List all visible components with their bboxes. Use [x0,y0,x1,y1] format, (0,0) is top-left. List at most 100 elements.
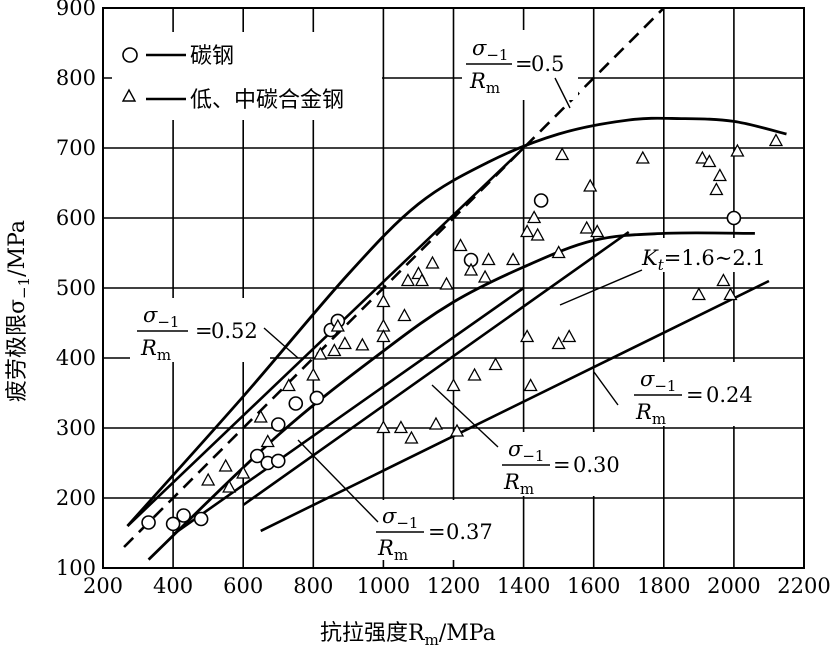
triangle-point [281,378,296,392]
ratio-eq: = [553,453,571,477]
x-axis-title: 抗拉强度Rm/MPa [320,621,496,648]
ratio-value: 0.52 [211,319,258,343]
triangle-point [702,154,717,168]
annotation-kt: Kt=1.6∼2.1 [559,238,798,306]
circle-point [141,515,156,530]
ratio-line [126,147,525,527]
ratio-denominator: Rm [503,470,534,498]
annotation-bg [638,238,798,272]
legend-triangle-icon [121,88,137,102]
x-tick-label: 800 [293,574,333,598]
annotation-ratio-0.30: σ−1 Rm = 0.30 [431,384,636,498]
triangle-point [551,336,566,350]
triangle-point [520,224,535,238]
y-tick-labels: 100 200 300 400 500 600 700 800 900 [56,0,96,580]
triangle-point [768,133,784,147]
ratio-numerator: σ−1 [472,36,508,64]
annotation-ratio-0.37: σ−1 Rm = 0.37 [297,439,506,564]
triangle-point [260,434,275,448]
x-tick-label: 2000 [707,574,760,598]
triangle-point [449,423,465,437]
ratio-value: 0.24 [706,383,753,407]
y-tick-label: 800 [56,66,96,90]
x-tick-label: 400 [153,574,193,598]
triangle-point [376,420,391,434]
triangle-point [393,420,409,434]
circle-point [193,511,209,527]
triangle-point [530,227,545,241]
annotation-ratio-0.5: σ−1 Rm = 0.5 [462,30,578,109]
triangle-point [337,336,352,350]
leader-line [263,327,299,359]
legend-background [112,32,382,120]
triangle-point [709,182,724,196]
kt-label: Kt=1.6∼2.1 [641,246,766,274]
triangle-point [355,337,370,351]
x-tick-label: 2200 [777,574,830,598]
triangle-point [313,346,328,360]
y-tick-label: 400 [56,346,96,370]
x-tick-label: 200 [83,574,123,598]
x-tick-labels: 200 400 600 800 1000 1200 1400 1600 1800 2000 2200 [83,574,831,598]
ratio-numerator: σ−1 [382,504,418,532]
triangle-point [425,255,440,269]
legend-label-carbon-steel: 碳钢 [190,44,234,69]
annotation-bg [372,500,506,560]
triangle-point [414,273,430,287]
triangle-point [551,245,566,259]
x-tick-label: 1600 [567,574,620,598]
triangle-point [695,150,710,164]
y-tick-label: 200 [56,486,96,510]
annotation-bg [496,432,636,496]
ratio-numerator: σ−1 [640,367,676,395]
triangle-point [520,329,535,343]
ratio-value: 0.37 [446,520,493,544]
triangle-point [404,430,419,444]
y-tick-label: 100 [56,556,96,580]
trend-curve [147,231,755,561]
ratio-eq: = [428,520,446,544]
ratio-numerator: σ−1 [143,303,179,331]
ratio-denominator: Rm [635,400,666,428]
leader-line [297,439,379,523]
triangle-point [446,378,461,392]
ratio-value: 0.30 [573,453,620,477]
triangle-point [400,273,416,287]
triangle-point [253,409,268,423]
triangle-point [579,220,594,234]
triangle-point [330,318,345,332]
triangle-point [201,472,216,486]
circle-point [176,508,191,523]
annotation-ratio-0.52: σ−1 Rm = 0.52 [130,298,299,364]
triangle-point [716,273,731,287]
trend-curve [126,116,787,527]
circle-point [533,193,549,208]
ratio-numerator: σ−1 [508,437,544,465]
annotation-bg [462,30,578,100]
y-tick-label: 600 [56,206,96,230]
y-tick-label: 700 [56,136,96,160]
triangle-point [691,287,706,301]
triangle-point [555,147,570,161]
circle-point [288,396,304,411]
triangle-point [376,329,391,343]
triangle-point [523,378,538,392]
circle-point [270,453,286,469]
triangle-point [562,329,577,343]
y-axis-title: 疲劳极限σ−1/MPa [5,220,33,402]
triangle-point [635,150,650,164]
triangle-point [583,178,598,192]
ratio-eq: = [195,319,213,343]
triangle-point [218,458,233,472]
legend: 碳钢 低、中碳合金钢 [112,32,382,120]
triangle-point [453,238,468,252]
trend-curves [126,116,787,561]
ratio-eq: = [686,383,704,407]
x-tick-label: 600 [223,574,263,598]
triangle-point [376,294,391,308]
leader-line [593,371,619,406]
triangle-point [222,479,237,493]
x-tick-label: 1400 [497,574,550,598]
triangle-point [590,224,605,238]
x-tick-label: 1800 [637,574,690,598]
